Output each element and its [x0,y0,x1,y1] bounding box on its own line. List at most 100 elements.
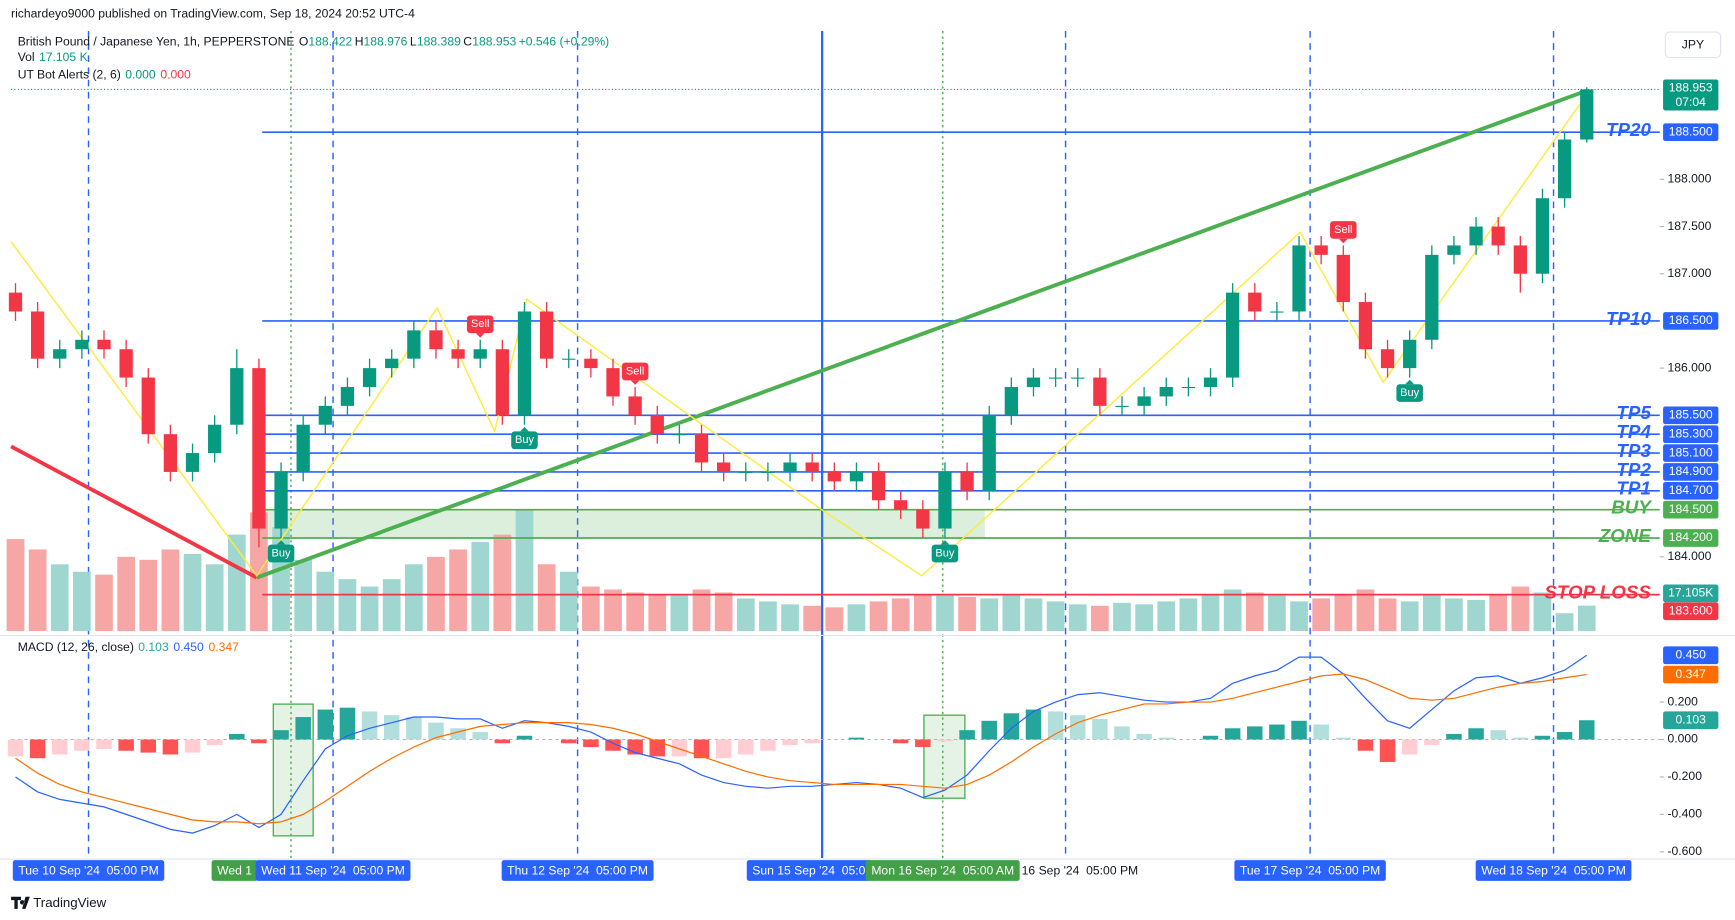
time-label: Wed 11 Sep '24 05:00 PM [261,864,405,878]
macd-histogram-bar [1202,735,1219,740]
buy-zone [262,509,985,538]
volume-bar [1245,592,1264,632]
legend-text: 0.450 [173,640,204,654]
label-box [12,860,165,881]
volume-bar [1533,592,1552,632]
label-box [211,860,258,881]
macd-histogram-bar [29,739,46,759]
signal-pointer [940,540,950,545]
macd-histogram-bar [1556,732,1573,740]
macd-histogram-bar [1092,718,1108,740]
macd-histogram-bar [317,709,334,740]
macd-histogram-bar [406,717,422,740]
volume-bar [1555,613,1574,632]
level-name: BUY [1611,497,1652,518]
level-price-box [1663,406,1719,425]
volume-bar [1511,586,1530,632]
candle-body [1425,254,1439,340]
candle-body [119,349,133,378]
macd-tick-label: -0.400 [1668,807,1703,821]
candle-body [1026,377,1041,387]
volume-bar [1467,599,1485,632]
macd-histogram-bar [1379,739,1396,762]
trendline [256,88,1588,580]
macd-histogram-bar [1158,737,1175,740]
candle-body [318,405,332,425]
candle-body [1093,377,1107,406]
volume-bar [626,592,644,632]
candle-body [163,434,178,472]
level-name: TP10 [1606,308,1651,329]
candle-body [495,349,509,416]
macd-histogram-bar [1136,733,1152,740]
volume-bar [1334,593,1353,632]
candle-body [1270,311,1284,313]
volume-bar [692,589,711,632]
macd-histogram-bar [428,722,444,740]
macd-value-box [1663,711,1719,730]
macd-histogram-bar [494,739,511,744]
candle-body [1535,198,1550,274]
macd-histogram-bar [472,732,488,740]
candle-body [429,330,443,350]
macd-histogram-bar [361,711,378,740]
level-name: TP5 [1616,402,1651,423]
candle-body [185,453,200,472]
volume-bar [891,598,910,632]
macd-histogram-bar [7,739,24,757]
level-price: 185.100 [1669,445,1713,459]
level-price-box [1663,463,1719,481]
candle-body [1491,226,1505,246]
macd-histogram-bar [1534,735,1551,740]
candle-body [694,434,709,463]
macd-histogram-bar [981,720,997,740]
candle-body [960,471,974,491]
candle-body [562,358,576,360]
candle-body [871,471,886,501]
legend-text: 188.422 [308,34,352,48]
volume-bar [338,579,357,632]
level-name: STOP LOSS [1544,581,1651,602]
candle-body [1292,245,1306,312]
volume-bar [117,556,135,632]
candle-body [1115,405,1129,407]
candle-body [1469,226,1483,246]
logo-icon [11,896,30,909]
level-price-box [1663,602,1719,621]
currency-button[interactable] [1664,31,1722,59]
volume-bar [471,542,490,632]
signal-box [1330,221,1357,239]
macd-value-box [1663,665,1719,684]
macd-histogram-bar [1490,730,1506,740]
candle-body [230,368,244,425]
volume-bar [825,607,844,632]
macd-histogram-bar [1114,726,1130,740]
legend-text: +0.546 (+0.29%) [519,34,610,48]
macd-value: 0.450 [1676,647,1707,661]
candle-body [584,358,598,369]
level-price-box [1663,123,1719,142]
currency[interactable]: JPY [1682,38,1704,52]
macd-histogram-bar [560,739,577,744]
volume-bar [6,539,25,632]
signal-box [267,544,295,563]
candle-body [982,415,996,491]
volume-bar [559,571,578,632]
macd-histogram-bar [1578,720,1595,740]
last-price: 188.953 [1669,81,1713,95]
candle-body [628,396,642,416]
macd-histogram-bar [206,739,223,746]
countdown: 07:04 [1676,95,1707,109]
level-name: TP1 [1616,478,1650,499]
signal-box [1396,384,1423,402]
candle-body [1380,349,1395,369]
candle-body [1314,245,1328,255]
candle-body [1048,377,1063,379]
candle-body [141,377,155,435]
volume-bar [515,509,534,632]
macd-histogram-bar [1224,728,1241,740]
macd-histogram-bar [605,739,621,751]
macd-histogram-bar [804,739,820,744]
time-label: Thu 12 Sep '24 05:00 PM [507,864,648,878]
label-box [501,860,654,881]
